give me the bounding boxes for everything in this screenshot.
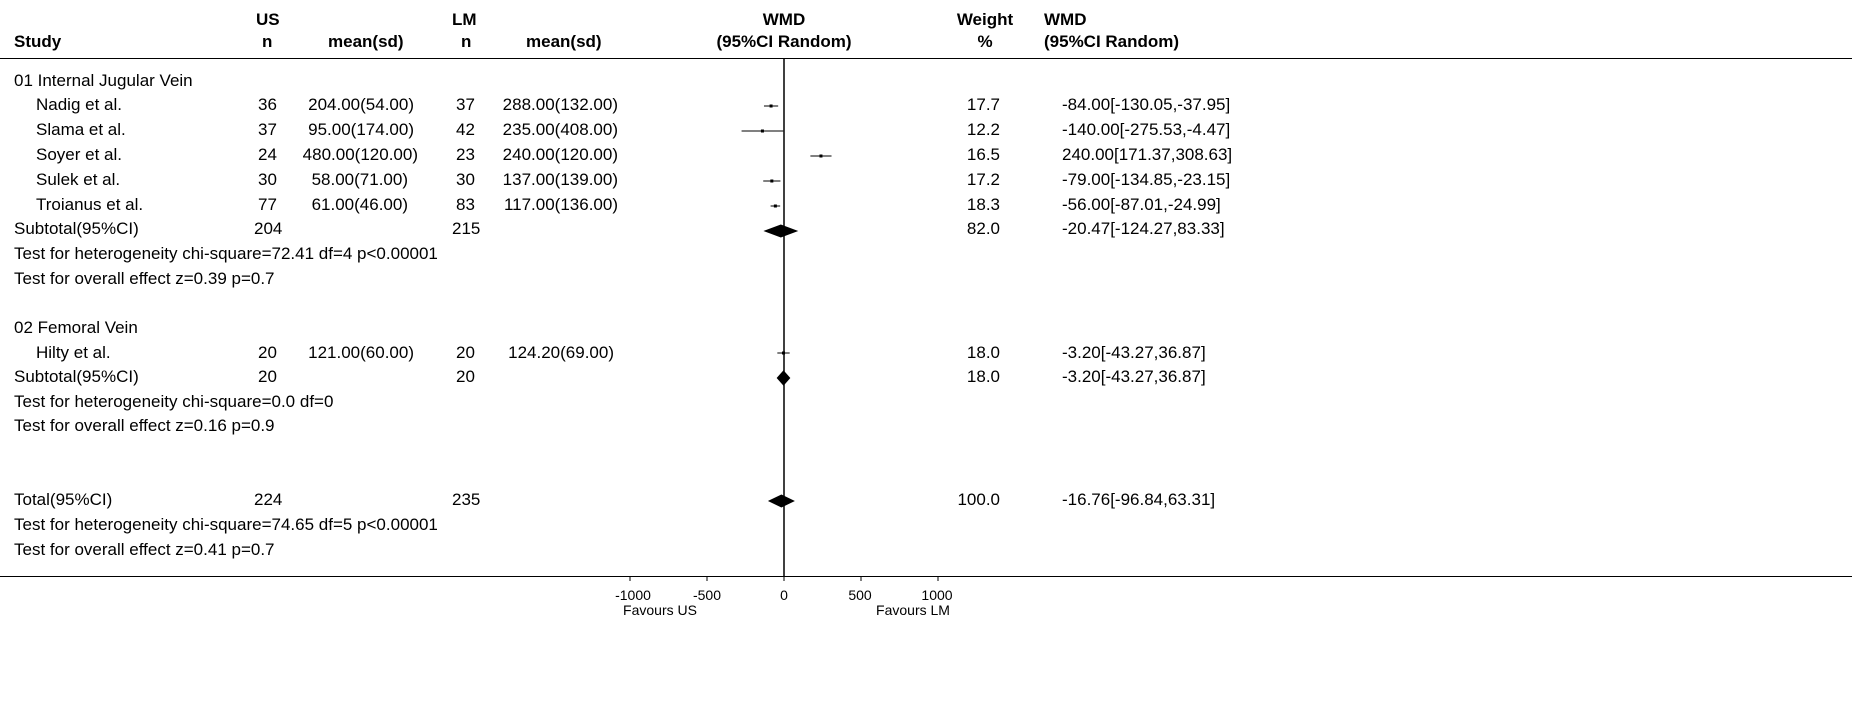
- lm-mean: 117.00(136.00): [503, 195, 618, 214]
- us-mean: 58.00(71.00): [311, 170, 408, 189]
- header-lm-mean: mean(sd): [526, 32, 602, 51]
- weight: 100.0: [957, 490, 1000, 509]
- lm-n: 215: [452, 219, 481, 238]
- subtotal-label: Subtotal(95%CI): [14, 219, 139, 238]
- study-name: Hilty et al.: [36, 343, 111, 362]
- header-rule: [0, 58, 1852, 59]
- header-wmd-plot: WMD: [762, 10, 806, 29]
- header-weight: Weight: [956, 10, 1014, 29]
- lm-n: 83: [456, 195, 475, 214]
- us-n: 37: [258, 120, 277, 139]
- heterogeneity-test: Test for heterogeneity chi-square=0.0 df…: [14, 392, 334, 411]
- header-wmd: WMD: [1044, 10, 1087, 29]
- x-tick-label: -500: [692, 587, 722, 603]
- us-mean: 95.00(174.00): [308, 120, 414, 139]
- total-label: Total(95%CI): [14, 490, 113, 509]
- us-mean: 204.00(54.00): [308, 95, 414, 114]
- us-n: 77: [258, 195, 277, 214]
- weight: 18.0: [966, 367, 1000, 386]
- lm-mean: 240.00(120.00): [502, 145, 618, 164]
- weight: 18.0: [966, 343, 1000, 362]
- pooled-diamond: [767, 494, 795, 508]
- lm-n: 20: [456, 343, 475, 362]
- wmd-ci: -3.20[-43.27,36.87]: [1062, 343, 1206, 362]
- overall-effect-test: Test for overall effect z=0.39 p=0.7: [14, 269, 275, 288]
- us-n: 30: [258, 170, 277, 189]
- study-marker: [769, 104, 773, 108]
- wmd-ci: -56.00[-87.01,-24.99]: [1062, 195, 1221, 214]
- weight: 12.2: [966, 120, 1000, 139]
- wmd-ci: -16.76[-96.84,63.31]: [1062, 490, 1216, 509]
- us-mean: 61.00(46.00): [311, 195, 408, 214]
- study-marker: [782, 351, 786, 355]
- wmd-ci: -3.20[-43.27,36.87]: [1062, 367, 1206, 386]
- lm-n: 23: [456, 145, 475, 164]
- weight: 82.0: [966, 219, 1000, 238]
- study-marker: [760, 129, 764, 133]
- group-heading: 02 Femoral Vein: [14, 318, 138, 337]
- us-n: 20: [258, 343, 277, 362]
- lm-n: 20: [456, 367, 475, 386]
- study-marker: [773, 204, 777, 208]
- subtotal-label: Subtotal(95%CI): [14, 367, 139, 386]
- weight: 16.5: [966, 145, 1000, 164]
- overall-effect-test: Test for overall effect z=0.41 p=0.7: [14, 540, 275, 559]
- study-name: Soyer et al.: [36, 145, 122, 164]
- us-n: 20: [258, 367, 277, 386]
- heterogeneity-test: Test for heterogeneity chi-square=74.65 …: [14, 515, 438, 534]
- header-wmd-sub: (95%CI Random): [1044, 32, 1180, 51]
- x-tick-label: 0: [780, 587, 788, 603]
- lm-mean: 124.20(69.00): [508, 343, 614, 362]
- header-us-n: n: [262, 32, 273, 51]
- pooled-diamond: [776, 370, 791, 386]
- header-wmd-plot-sub: (95%CI Random): [716, 32, 852, 51]
- wmd-ci: -84.00[-130.05,-37.95]: [1062, 95, 1231, 114]
- us-n: 204: [254, 219, 283, 238]
- us-n: 224: [254, 490, 283, 509]
- footer-rule: [0, 576, 1852, 577]
- us-n: 36: [258, 95, 277, 114]
- header-lm-n: n: [461, 32, 472, 51]
- heterogeneity-test: Test for heterogeneity chi-square=72.41 …: [14, 244, 438, 263]
- weight: 18.3: [966, 195, 1000, 214]
- study-name: Sulek et al.: [36, 170, 121, 189]
- study-name: Nadig et al.: [36, 95, 122, 114]
- study-name: Slama et al.: [36, 120, 126, 139]
- wmd-ci: 240.00[171.37,308.63]: [1062, 145, 1233, 164]
- lm-n: 235: [452, 490, 481, 509]
- us-n: 24: [258, 145, 277, 164]
- header-us: US: [256, 10, 280, 29]
- x-tick-label: -1000: [615, 587, 651, 603]
- lm-mean: 137.00(139.00): [502, 170, 618, 189]
- header-lm: LM: [452, 10, 477, 29]
- favours-right-label: Favours LM: [876, 602, 950, 618]
- wmd-ci: -20.47[-124.27,83.33]: [1062, 219, 1225, 238]
- header-study: Study: [14, 32, 62, 51]
- us-mean: 121.00(60.00): [308, 343, 414, 362]
- wmd-ci: -140.00[-275.53,-4.47]: [1062, 120, 1231, 139]
- wmd-ci: -79.00[-134.85,-23.15]: [1062, 170, 1231, 189]
- header-weight-sub: %: [977, 32, 993, 51]
- x-tick-label: 1000: [921, 587, 953, 603]
- study-marker: [770, 179, 774, 183]
- lm-n: 30: [456, 170, 475, 189]
- header-us-mean: mean(sd): [328, 32, 404, 51]
- overall-effect-test: Test for overall effect z=0.16 p=0.9: [14, 416, 275, 435]
- lm-n: 42: [456, 120, 475, 139]
- lm-n: 37: [456, 95, 475, 114]
- study-name: Troianus et al.: [36, 195, 144, 214]
- us-mean: 480.00(120.00): [302, 145, 418, 164]
- weight: 17.2: [966, 170, 1000, 189]
- group-heading: 01 Internal Jugular Vein: [14, 71, 193, 90]
- lm-mean: 235.00(408.00): [502, 120, 618, 139]
- study-marker: [819, 154, 823, 158]
- lm-mean: 288.00(132.00): [502, 95, 618, 114]
- x-tick-label: 500: [848, 587, 872, 603]
- favours-left-label: Favours US: [623, 602, 697, 618]
- pooled-diamond: [763, 224, 799, 238]
- weight: 17.7: [966, 95, 1000, 114]
